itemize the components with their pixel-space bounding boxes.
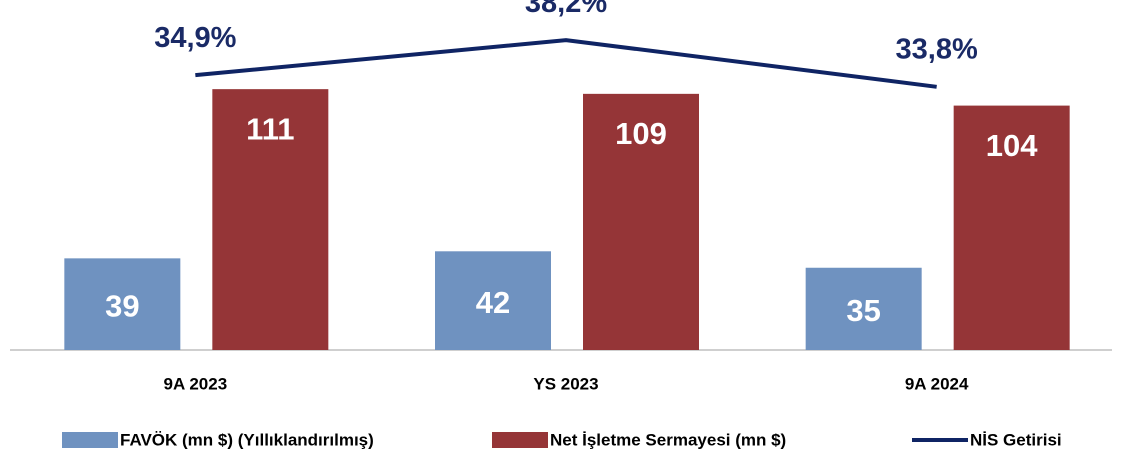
bar [435, 251, 551, 350]
bar [583, 93, 699, 350]
bar [805, 267, 922, 350]
bar [64, 258, 181, 350]
data-label: 104 [986, 128, 1038, 163]
legend-label: NİS Getirisi [970, 430, 1062, 449]
x-tick-label: 9A 2023 [164, 374, 228, 393]
x-tick-label: 9A 2024 [905, 374, 969, 393]
data-label: 39 [105, 288, 139, 323]
data-label: 35 [846, 293, 880, 328]
legend-swatch [62, 432, 118, 448]
bar [212, 89, 329, 351]
data-label: 109 [615, 116, 667, 151]
data-label: 33,8% [896, 33, 978, 65]
line [195, 38, 937, 89]
x-tick-label: YS 2023 [533, 374, 598, 393]
legend-label: Net İşletme Sermayesi (mn $) [550, 430, 786, 449]
data-label: 42 [476, 285, 510, 320]
data-label: 34,9% [154, 22, 236, 54]
data-label: 38,2% [525, 0, 607, 19]
bar [953, 105, 1070, 350]
data-label: 111 [246, 111, 294, 146]
legend-swatch [492, 432, 548, 448]
legend-label: FAVÖK (mn $) (Yıllıklandırılmış) [120, 430, 374, 449]
